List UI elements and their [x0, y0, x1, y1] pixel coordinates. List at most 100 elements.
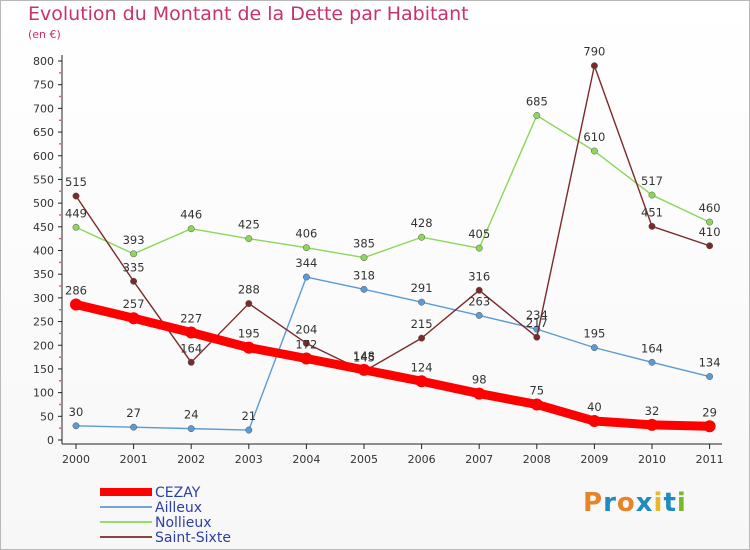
- data-point: [127, 312, 140, 325]
- data-point: [706, 373, 714, 380]
- data-label: 195: [583, 327, 605, 341]
- data-label: 98: [472, 373, 487, 387]
- data-point: [245, 235, 253, 243]
- data-label: 286: [65, 284, 87, 298]
- data-label: 195: [238, 327, 260, 341]
- data-label: 217: [526, 316, 548, 330]
- y-tick-label: 250: [33, 316, 54, 329]
- y-minor-tick: [59, 190, 61, 193]
- axes: 0 50 100 150 200 250 300 350 400 450 500 550 600 650 7…: [33, 55, 724, 466]
- data-label: 460: [699, 201, 721, 215]
- data-label: 215: [411, 317, 433, 331]
- data-point: [187, 225, 195, 233]
- data-point: [475, 244, 483, 252]
- data-label: 24: [184, 408, 199, 422]
- data-point: [360, 285, 368, 293]
- data-point: [473, 387, 486, 400]
- data-label: 451: [641, 205, 663, 219]
- data-point: [130, 277, 138, 285]
- data-label: 515: [65, 175, 87, 189]
- proxiti-logo: Proxiti: [583, 488, 687, 518]
- data-label: 446: [180, 208, 202, 222]
- series-line-saint-sixte: [75, 65, 711, 373]
- data-point: [530, 398, 543, 411]
- y-tick-label: 100: [33, 387, 54, 400]
- y-tick-label: 500: [33, 197, 54, 210]
- y-tick-label: 750: [33, 79, 54, 92]
- data-label: 234: [526, 308, 548, 322]
- x-tick-label: 2004: [292, 453, 320, 466]
- data-point: [590, 62, 598, 70]
- data-label: 40: [587, 400, 602, 414]
- x-tick-label: 2008: [523, 453, 551, 466]
- data-label: 318: [353, 268, 375, 282]
- data-point: [302, 339, 310, 347]
- data-label: 32: [645, 404, 660, 418]
- data-label: 263: [468, 294, 490, 308]
- data-point: [185, 326, 198, 339]
- data-label: 164: [180, 341, 202, 355]
- data-point: [475, 311, 483, 319]
- data-label: 425: [238, 218, 260, 232]
- data-point: [72, 223, 80, 231]
- y-tick-label: 450: [33, 221, 54, 234]
- data-label: 29: [702, 405, 717, 419]
- data-label: 316: [468, 269, 490, 283]
- y-tick-label: 200: [33, 339, 54, 352]
- data-label: 790: [583, 45, 605, 59]
- legend-label: CEZAY: [155, 485, 201, 501]
- data-point: [360, 254, 368, 262]
- data-label: 291: [411, 281, 433, 295]
- data-label: 21: [241, 409, 256, 423]
- y-minor-tick: [59, 237, 61, 240]
- data-point: [245, 300, 253, 308]
- data-label: 610: [583, 130, 605, 144]
- chart-title: Evolution du Montant de la Dette par Hab…: [28, 3, 469, 25]
- x-tick-label: 2006: [408, 453, 436, 466]
- data-point: [358, 363, 370, 376]
- data-label: 410: [699, 225, 721, 239]
- data-label: 385: [353, 237, 375, 251]
- x-tick-label: 2002: [177, 453, 205, 466]
- data-point: [418, 233, 426, 241]
- data-point: [533, 112, 541, 119]
- series-line-ailleux: [75, 276, 711, 431]
- data-point: [706, 218, 714, 226]
- x-tick-label: 2010: [638, 453, 666, 466]
- y-tick-label: 400: [33, 245, 54, 258]
- y-minor-tick: [59, 403, 61, 406]
- y-minor-tick: [59, 308, 61, 311]
- x-tick-label: 2003: [235, 453, 263, 466]
- data-label: 405: [468, 227, 490, 241]
- data-label: 75: [529, 383, 544, 397]
- y-minor-tick: [59, 143, 61, 145]
- data-point: [646, 418, 658, 431]
- x-tick-label: 2009: [580, 453, 608, 466]
- y-minor-tick: [59, 119, 61, 122]
- data-point: [590, 344, 598, 352]
- data-label: 124: [411, 360, 433, 374]
- data-label: 406: [295, 227, 317, 241]
- data-label: 27: [126, 406, 141, 420]
- data-point: [302, 273, 310, 281]
- data-point: [302, 244, 310, 252]
- data-label: 517: [641, 174, 663, 188]
- data-point: [648, 191, 656, 199]
- data-point: [242, 341, 255, 354]
- series-line-nollieux: [75, 114, 711, 259]
- data-label: 344: [295, 256, 317, 270]
- data-point: [72, 422, 80, 430]
- x-tick-label: 2005: [350, 453, 378, 466]
- y-tick-label: 0: [47, 434, 54, 447]
- x-tick-label: 2000: [62, 453, 90, 466]
- y-minor-tick: [59, 71, 61, 74]
- x-tick-label: 2001: [120, 453, 148, 466]
- data-label: 257: [123, 297, 145, 311]
- y-tick-label: 650: [33, 126, 54, 139]
- y-tick-label: 50: [40, 410, 54, 423]
- data-point: [706, 242, 714, 250]
- y-minor-tick: [59, 356, 61, 358]
- data-label: 227: [180, 311, 202, 325]
- data-point: [187, 358, 195, 366]
- y-tick-label: 300: [33, 292, 54, 305]
